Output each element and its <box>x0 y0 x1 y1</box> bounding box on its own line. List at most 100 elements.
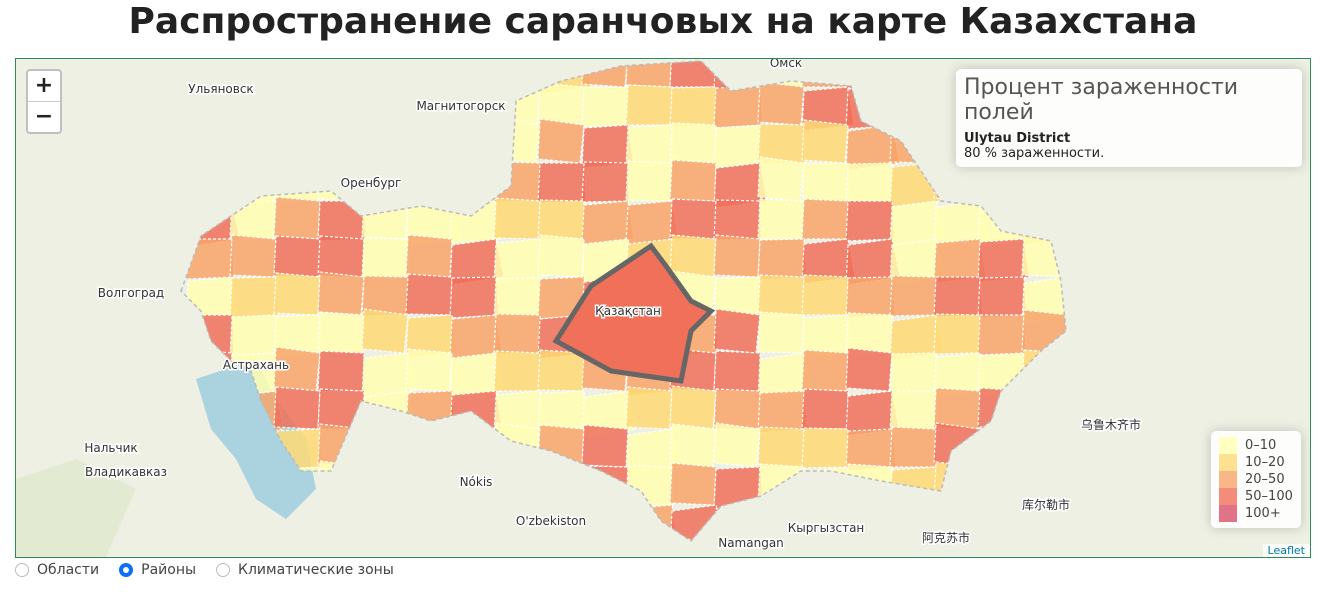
district[interactable] <box>801 198 849 240</box>
district[interactable] <box>493 59 541 88</box>
district[interactable] <box>977 161 1026 203</box>
district[interactable] <box>581 424 629 468</box>
district[interactable] <box>977 466 1028 509</box>
district[interactable] <box>317 460 365 506</box>
district[interactable] <box>449 503 498 544</box>
district[interactable] <box>801 388 849 430</box>
district[interactable] <box>669 536 717 557</box>
district[interactable] <box>801 349 849 392</box>
district[interactable] <box>889 466 942 511</box>
district[interactable] <box>933 200 989 248</box>
district[interactable] <box>1065 350 1112 392</box>
district[interactable] <box>713 124 766 169</box>
district[interactable] <box>625 84 673 126</box>
district[interactable] <box>933 461 981 506</box>
district[interactable] <box>493 238 547 284</box>
district[interactable] <box>405 504 460 550</box>
district[interactable] <box>581 86 631 128</box>
district[interactable] <box>317 423 365 468</box>
district[interactable] <box>889 86 942 131</box>
district[interactable] <box>801 274 849 316</box>
district[interactable] <box>1021 162 1071 205</box>
district[interactable] <box>713 466 765 510</box>
district[interactable] <box>493 197 541 240</box>
district[interactable] <box>361 428 411 470</box>
district[interactable] <box>317 502 365 543</box>
district[interactable] <box>537 536 585 557</box>
district[interactable] <box>625 465 674 507</box>
district[interactable] <box>977 238 1030 283</box>
district[interactable] <box>669 385 717 430</box>
district[interactable] <box>669 159 717 202</box>
district[interactable] <box>405 124 457 168</box>
district[interactable] <box>317 350 365 392</box>
district[interactable] <box>977 314 1027 356</box>
district[interactable] <box>1021 309 1068 354</box>
district[interactable] <box>977 276 1028 319</box>
district[interactable] <box>185 162 236 205</box>
district[interactable] <box>713 388 761 430</box>
district[interactable] <box>933 422 981 468</box>
district[interactable] <box>361 237 410 279</box>
district[interactable] <box>273 272 321 316</box>
district[interactable] <box>1065 200 1119 247</box>
layer-option[interactable]: Климатические зоны <box>216 562 394 578</box>
district[interactable] <box>669 122 717 164</box>
selected-district[interactable] <box>552 242 716 384</box>
district[interactable] <box>801 539 849 557</box>
district[interactable] <box>757 463 805 506</box>
district[interactable] <box>977 387 1025 430</box>
district[interactable] <box>1065 314 1119 361</box>
district[interactable] <box>669 423 717 468</box>
district[interactable] <box>845 59 894 89</box>
district[interactable] <box>317 122 365 164</box>
district[interactable] <box>626 543 677 557</box>
radio[interactable] <box>216 563 231 577</box>
district[interactable] <box>537 234 585 278</box>
district[interactable] <box>537 82 585 126</box>
district[interactable] <box>845 162 896 205</box>
district[interactable] <box>493 350 541 392</box>
district[interactable] <box>317 235 365 278</box>
district[interactable] <box>493 161 542 203</box>
district[interactable] <box>317 271 365 316</box>
district[interactable] <box>889 121 937 164</box>
district[interactable] <box>274 543 322 557</box>
district[interactable] <box>1065 235 1112 278</box>
district[interactable] <box>977 426 1025 468</box>
district[interactable] <box>493 118 541 164</box>
district[interactable] <box>185 460 233 506</box>
district[interactable] <box>361 352 416 399</box>
district[interactable] <box>845 347 893 392</box>
district[interactable] <box>449 424 497 468</box>
district[interactable] <box>889 200 945 248</box>
district[interactable] <box>361 86 411 128</box>
district[interactable] <box>361 196 409 240</box>
district[interactable] <box>537 504 593 551</box>
district[interactable] <box>581 59 629 88</box>
radio[interactable] <box>15 563 29 577</box>
district[interactable] <box>801 162 851 204</box>
district[interactable] <box>405 162 455 204</box>
district[interactable] <box>273 196 321 240</box>
district[interactable] <box>317 59 365 88</box>
district[interactable] <box>493 313 542 355</box>
district[interactable] <box>581 504 636 550</box>
district[interactable] <box>361 59 409 88</box>
district[interactable] <box>977 504 1028 546</box>
district[interactable] <box>273 235 321 278</box>
district[interactable] <box>1065 466 1115 509</box>
district[interactable] <box>933 387 981 430</box>
district[interactable] <box>405 466 460 513</box>
district[interactable] <box>361 275 410 317</box>
zoom-in[interactable]: + <box>34 73 54 98</box>
district[interactable] <box>625 59 673 88</box>
district[interactable] <box>933 313 982 355</box>
attribution[interactable]: Leaflet <box>1262 544 1310 557</box>
district[interactable] <box>713 422 761 468</box>
district[interactable] <box>889 390 939 432</box>
district[interactable] <box>669 198 717 240</box>
layer-option[interactable]: Районы <box>119 562 196 578</box>
district[interactable] <box>1065 272 1112 316</box>
district[interactable] <box>713 350 761 392</box>
